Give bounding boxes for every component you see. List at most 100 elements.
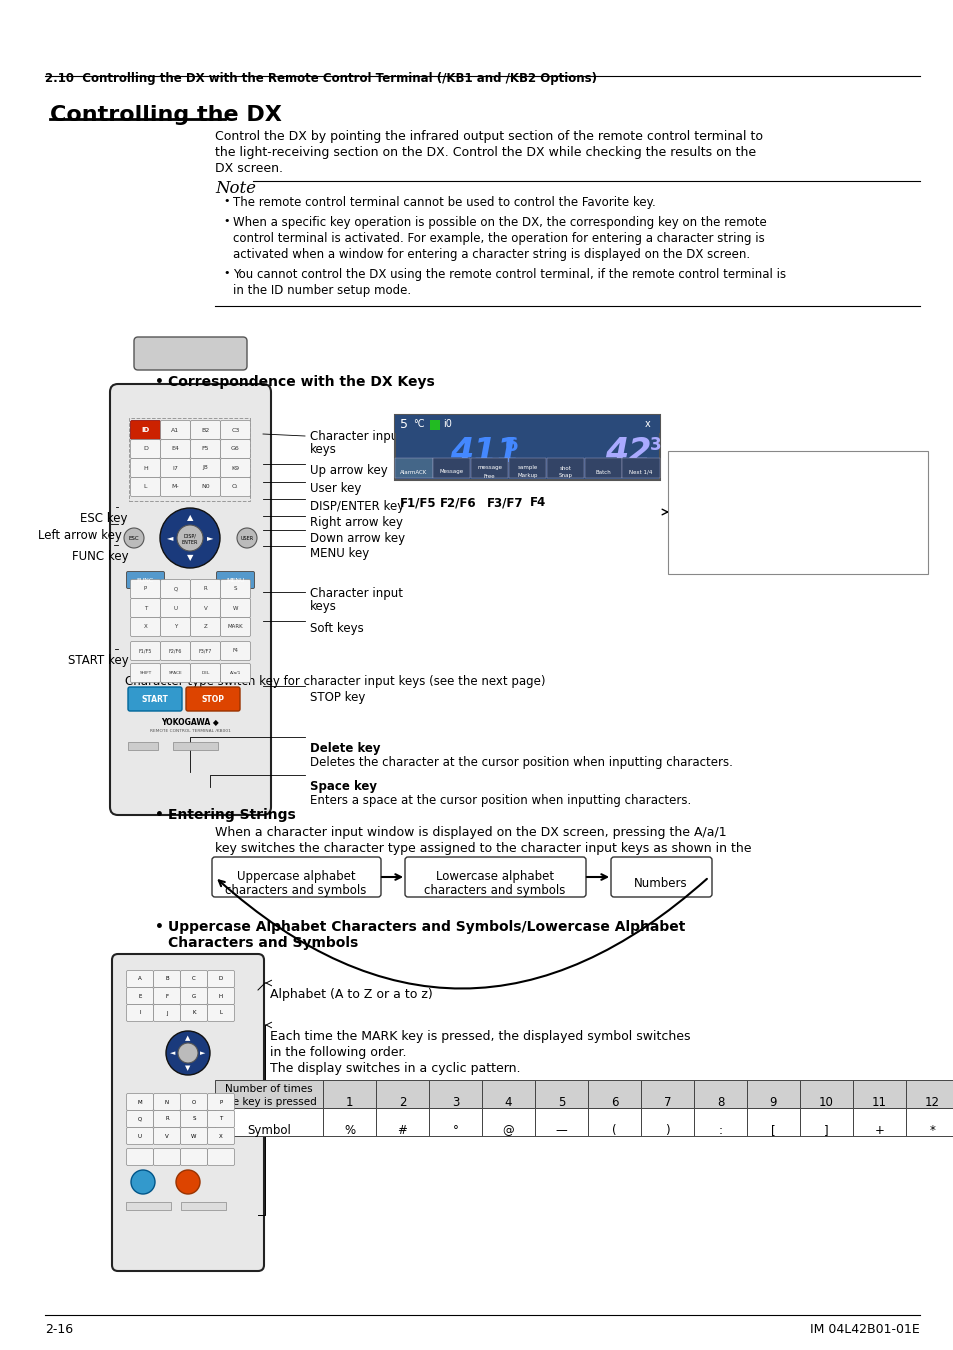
Text: MARK: MARK [228, 625, 243, 629]
Text: A/a/1: A/a/1 [230, 671, 241, 675]
Text: T: T [219, 1116, 222, 1122]
Text: H: H [218, 994, 223, 999]
Text: 2-16: 2-16 [45, 1323, 73, 1336]
FancyBboxPatch shape [153, 1094, 180, 1111]
Text: Markup: Markup [517, 474, 537, 478]
Text: ID: ID [141, 427, 150, 433]
Text: User key: User key [310, 482, 361, 495]
FancyBboxPatch shape [186, 687, 240, 711]
Text: 2: 2 [398, 1096, 406, 1108]
Text: AlarmACK: AlarmACK [400, 470, 427, 474]
Text: Correspondence with the DX Keys: Correspondence with the DX Keys [168, 375, 435, 389]
FancyBboxPatch shape [220, 440, 251, 459]
FancyBboxPatch shape [127, 1094, 153, 1111]
Bar [323, 1108, 375, 1135]
Bar [181, 1202, 226, 1210]
FancyBboxPatch shape [208, 1004, 234, 1022]
Bar [693, 1080, 746, 1108]
Bar [430, 420, 439, 431]
Bar [375, 1108, 429, 1135]
FancyBboxPatch shape [131, 641, 160, 660]
FancyBboxPatch shape [127, 1127, 153, 1145]
Text: S: S [233, 586, 237, 591]
FancyBboxPatch shape [180, 1149, 208, 1165]
FancyBboxPatch shape [208, 971, 234, 987]
Text: V: V [165, 1134, 169, 1138]
Text: ◄: ◄ [171, 1050, 175, 1056]
Bar [640, 1080, 693, 1108]
Text: L: L [144, 485, 147, 490]
Bar [375, 1080, 429, 1108]
Text: Free: Free [483, 474, 495, 478]
Text: i0: i0 [442, 418, 452, 429]
FancyBboxPatch shape [208, 1094, 234, 1111]
Text: F5: F5 [201, 447, 209, 451]
Text: The remote control terminal cannot be used to control the Favorite key.: The remote control terminal cannot be us… [233, 196, 655, 209]
Bar [693, 1108, 746, 1135]
Text: Symbol: Symbol [247, 1125, 291, 1137]
Text: Deletes the character at the cursor position when inputting characters.: Deletes the character at the cursor posi… [310, 756, 732, 770]
Bar [429, 1108, 481, 1135]
FancyBboxPatch shape [160, 663, 191, 683]
FancyBboxPatch shape [160, 478, 191, 497]
Text: C: C [192, 976, 195, 981]
Text: #: # [397, 1125, 407, 1137]
Bar [172, 743, 218, 751]
FancyBboxPatch shape [180, 971, 208, 987]
Text: Left arrow key: Left arrow key [38, 529, 122, 541]
Text: P: P [219, 1099, 222, 1104]
FancyBboxPatch shape [153, 1149, 180, 1165]
Text: I: I [139, 1011, 141, 1015]
Bar [395, 414, 659, 433]
Text: •: • [154, 809, 164, 822]
Text: O: O [192, 1099, 196, 1104]
Text: °C: °C [413, 418, 424, 429]
Text: W: W [233, 606, 238, 610]
Text: ►: ► [207, 533, 213, 543]
Text: keys: keys [310, 443, 336, 456]
Text: 4: 4 [504, 1096, 512, 1108]
Text: Snap: Snap [558, 474, 572, 478]
Text: 8: 8 [716, 1096, 723, 1108]
FancyBboxPatch shape [220, 478, 251, 497]
Circle shape [178, 1044, 198, 1062]
Text: Soft keys: Soft keys [310, 622, 363, 634]
Text: IM 04L42B01-01E: IM 04L42B01-01E [809, 1323, 919, 1336]
Text: YOKOGAWA ◆: YOKOGAWA ◆ [161, 717, 218, 726]
Bar [481, 1108, 535, 1135]
FancyBboxPatch shape [131, 478, 160, 497]
Text: characters and symbols: characters and symbols [424, 884, 565, 896]
Text: —: — [555, 1125, 567, 1137]
Text: Batch: Batch [595, 470, 611, 474]
Text: [: [ [770, 1125, 775, 1137]
Text: Down arrow key: Down arrow key [310, 532, 405, 545]
Text: Character input: Character input [310, 431, 402, 443]
Text: +: + [874, 1125, 883, 1137]
FancyBboxPatch shape [191, 420, 220, 440]
Text: MENU key: MENU key [310, 547, 369, 560]
Text: SPACE: SPACE [169, 671, 182, 675]
Text: Uppercase Alphabet Characters and Symbols/Lowercase Alphabet: Uppercase Alphabet Characters and Symbol… [168, 919, 684, 934]
FancyBboxPatch shape [220, 598, 251, 617]
Text: •: • [223, 196, 230, 207]
Bar [746, 1108, 800, 1135]
Circle shape [175, 1170, 200, 1193]
Bar [535, 1080, 587, 1108]
Text: Controlling the DX: Controlling the DX [50, 105, 281, 126]
Text: G: G [192, 994, 196, 999]
Text: Note: Note [214, 180, 255, 197]
Text: (: ( [612, 1125, 617, 1137]
FancyBboxPatch shape [191, 598, 220, 617]
FancyBboxPatch shape [160, 459, 191, 478]
Bar [587, 1108, 640, 1135]
FancyBboxPatch shape [127, 1149, 153, 1165]
Text: V: V [203, 606, 207, 610]
Text: F4: F4 [233, 648, 238, 653]
Bar [429, 1080, 481, 1108]
Text: F1/F5: F1/F5 [139, 648, 152, 653]
FancyBboxPatch shape [160, 641, 191, 660]
Text: F2/F6: F2/F6 [439, 495, 476, 509]
Bar [800, 1080, 852, 1108]
Text: •: • [154, 919, 164, 934]
Bar [852, 1080, 905, 1108]
